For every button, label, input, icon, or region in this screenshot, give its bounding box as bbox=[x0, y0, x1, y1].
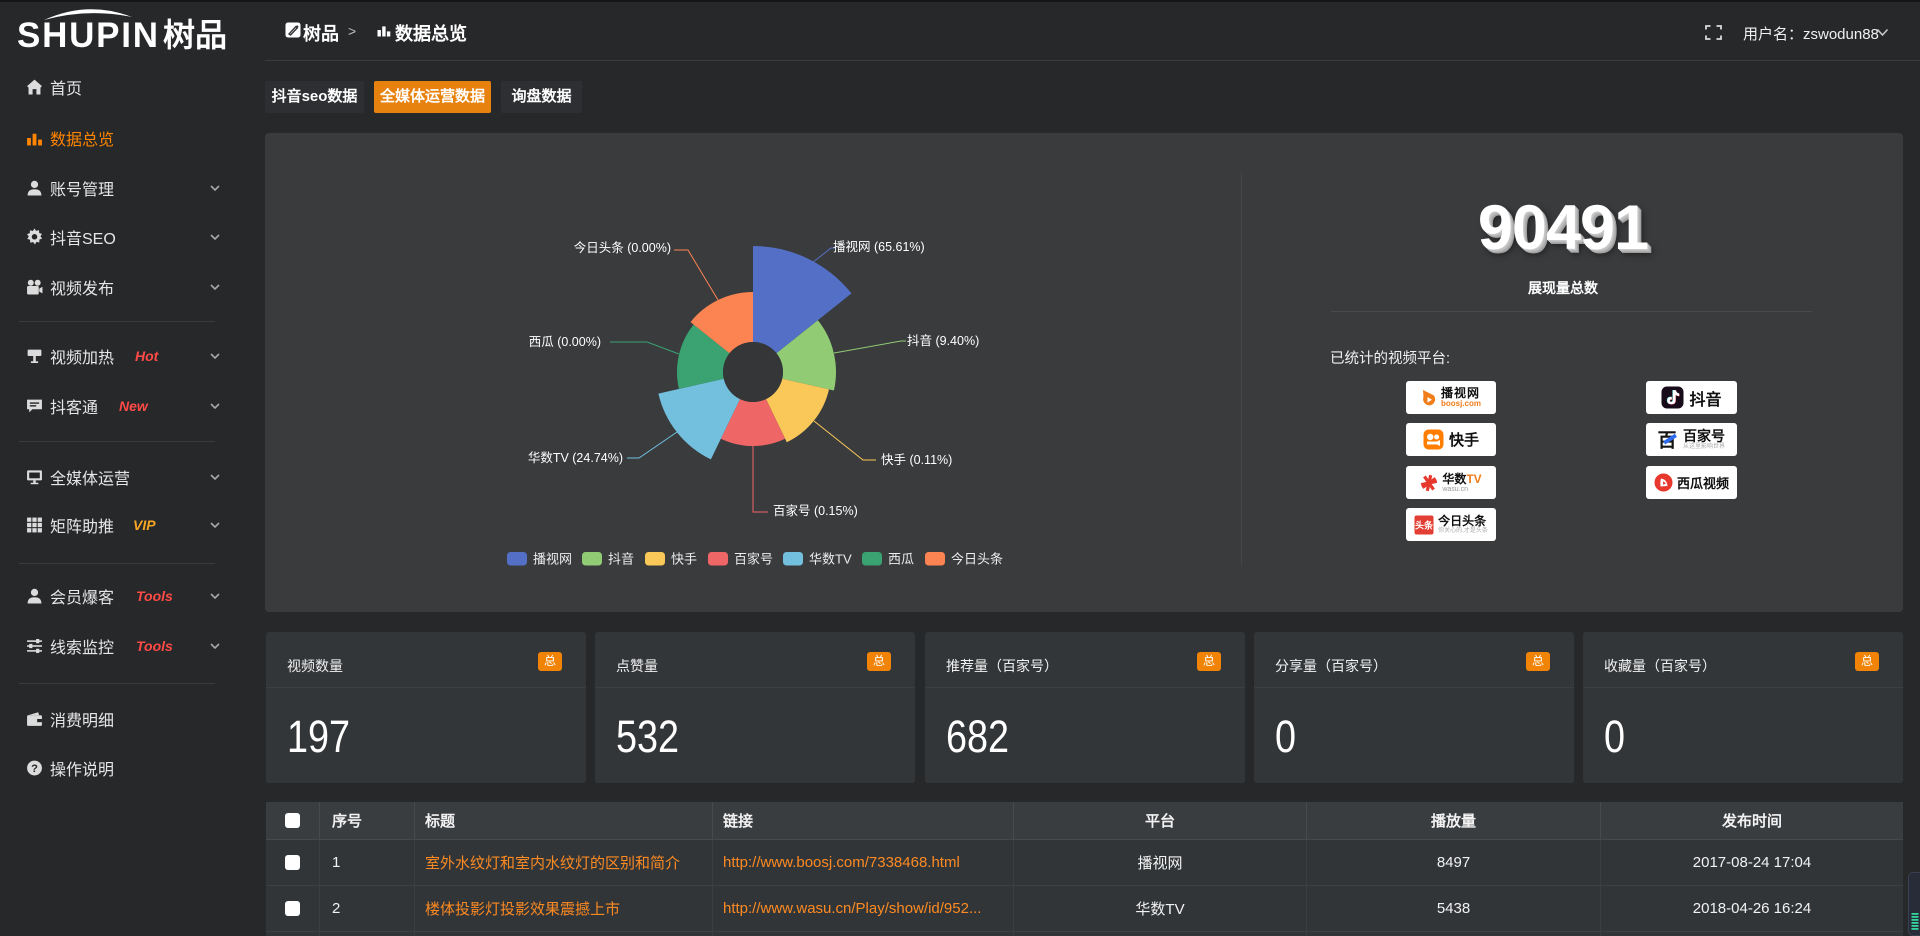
svg-text:播视网 (65.61%): 播视网 (65.61%) bbox=[833, 239, 925, 254]
svg-text:SHUPIN: SHUPIN bbox=[17, 16, 158, 55]
svg-text:快手: 快手 bbox=[671, 552, 697, 567]
svg-text:今日头条: 今日头条 bbox=[951, 552, 1003, 567]
svg-text:华数TV (24.74%): 华数TV (24.74%) bbox=[528, 450, 623, 465]
svg-text:树品: 树品 bbox=[163, 17, 227, 53]
svg-text:今日头条 (0.00%): 今日头条 (0.00%) bbox=[574, 240, 671, 255]
svg-text:西瓜 (0.00%): 西瓜 (0.00%) bbox=[529, 335, 601, 349]
svg-text:华数TV: 华数TV bbox=[809, 552, 852, 567]
svg-text:快手 (0.11%): 快手 (0.11%) bbox=[881, 453, 952, 467]
svg-text:百家号 (0.15%): 百家号 (0.15%) bbox=[773, 503, 858, 518]
svg-text:百家号: 百家号 bbox=[734, 552, 773, 567]
svg-text:头条: 头条 bbox=[1415, 519, 1434, 530]
svg-text:西瓜: 西瓜 bbox=[888, 552, 914, 567]
svg-text:抖音: 抖音 bbox=[608, 552, 634, 567]
svg-text:抖音 (9.40%): 抖音 (9.40%) bbox=[907, 333, 979, 348]
svg-text:播视网: 播视网 bbox=[533, 552, 572, 567]
svg-text:?: ? bbox=[31, 763, 38, 775]
